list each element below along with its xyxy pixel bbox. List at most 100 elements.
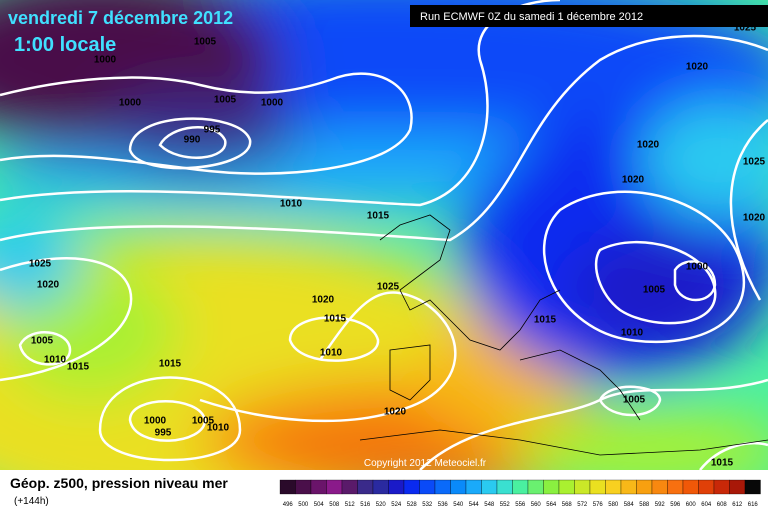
isobar-label: 1010 (320, 348, 343, 359)
isobar-label: 1010 (621, 328, 644, 339)
scale-swatch (341, 479, 358, 495)
isobar-label: 1025 (29, 259, 52, 270)
scale-label: 500 (298, 502, 309, 508)
isobar-label: 1015 (367, 211, 390, 222)
isobar-label: 1010 (207, 423, 230, 434)
isobar-label: 1000 (686, 262, 709, 273)
scale-swatch (279, 479, 296, 495)
isobar-label: 1020 (622, 175, 645, 186)
scale-swatch (527, 479, 544, 495)
scale-swatch (481, 479, 498, 495)
scale-label: 552 (500, 502, 511, 508)
coastlines (359, 214, 768, 456)
isobar-label: 1000 (261, 98, 284, 109)
scale-swatch (636, 479, 653, 495)
scale-swatch (651, 479, 668, 495)
scale-label: 612 (732, 502, 743, 508)
isobar-label: 990 (184, 135, 201, 146)
isobar-label: 1000 (94, 55, 117, 66)
scale-label: 532 (422, 502, 433, 508)
isobar-label: 995 (155, 428, 172, 439)
scale-label: 524 (391, 502, 402, 508)
scale-swatch (326, 479, 343, 495)
scale-label: 584 (624, 502, 635, 508)
scale-swatch (682, 479, 699, 495)
scale-swatch (295, 479, 312, 495)
scale-swatch (403, 479, 420, 495)
date-title: vendredi 7 décembre 2012 (8, 8, 233, 28)
scale-swatch (310, 479, 327, 495)
scale-swatch (558, 479, 575, 495)
scale-label: 608 (717, 502, 728, 508)
isobar-label: 1025 (377, 282, 400, 293)
scale-label: 548 (484, 502, 495, 508)
scale-label: 616 (748, 502, 759, 508)
scale-label: 596 (670, 502, 681, 508)
scale-swatch (543, 479, 560, 495)
footer-title: Géop. z500, pression niveau mer (10, 475, 228, 491)
isobar-label: 1020 (37, 280, 60, 291)
scale-label: 508 (329, 502, 340, 508)
time-title: 1:00 locale (14, 34, 116, 56)
scale-swatch (605, 479, 622, 495)
scale-label: 588 (639, 502, 650, 508)
scale-swatch (713, 479, 730, 495)
isobar-label: 1005 (31, 336, 54, 347)
scale-label: 580 (608, 502, 619, 508)
scale-swatch (357, 479, 374, 495)
scale-swatch (388, 479, 405, 495)
isobar-label: 1015 (67, 362, 90, 373)
scale-label: 528 (407, 502, 418, 508)
isobar-label: 1005 (194, 37, 217, 48)
scale-label: 544 (469, 502, 480, 508)
scale-swatch (620, 479, 637, 495)
scale-swatch (419, 479, 436, 495)
scale-swatch (744, 479, 761, 495)
scale-swatch (434, 479, 451, 495)
scale-label: 496 (283, 502, 294, 508)
footer-lead: (+144h) (14, 496, 49, 507)
isobar-label: 1005 (643, 285, 666, 296)
scale-label: 568 (562, 502, 573, 508)
isobar-label: 1010 (44, 355, 67, 366)
scale-swatch (667, 479, 684, 495)
scale-swatch (496, 479, 513, 495)
scale-label: 520 (376, 502, 387, 508)
isobar-label: 1005 (623, 395, 646, 406)
scale-swatch (512, 479, 529, 495)
isobar-label: 1005 (214, 95, 237, 106)
isobar-label: 1025 (743, 157, 766, 168)
scale-label: 564 (546, 502, 557, 508)
isobar-label: 1015 (711, 458, 734, 469)
isobar-label: 1015 (159, 359, 182, 370)
scale-swatch (729, 479, 746, 495)
scale-label: 540 (453, 502, 464, 508)
scale-label: 516 (360, 502, 371, 508)
scale-swatch (574, 479, 591, 495)
isobar-label: 1015 (324, 314, 347, 325)
scale-label: 576 (593, 502, 604, 508)
isobar-label: 1010 (280, 199, 303, 210)
scale-swatch (465, 479, 482, 495)
scale-label: 504 (314, 502, 325, 508)
isobar-label: 1015 (534, 315, 557, 326)
isobar-label: 1000 (144, 416, 167, 427)
isobar-label: 1005 (192, 416, 215, 427)
scale-label: 572 (577, 502, 588, 508)
isobar-label: 1000 (119, 98, 142, 109)
isobar-label: 1020 (637, 140, 660, 151)
scale-swatch (450, 479, 467, 495)
isobar-label: 1020 (384, 407, 407, 418)
isobar-label: 1025 (734, 23, 757, 34)
scale-swatch (698, 479, 715, 495)
run-banner (410, 5, 768, 27)
isobar-label: 1020 (686, 62, 709, 73)
isobar-label: 1020 (312, 295, 335, 306)
scale-label: 560 (531, 502, 542, 508)
scale-label: 536 (438, 502, 449, 508)
copyright: Copyright 2012 Meteociel.fr (364, 458, 487, 469)
scale-swatch (589, 479, 606, 495)
